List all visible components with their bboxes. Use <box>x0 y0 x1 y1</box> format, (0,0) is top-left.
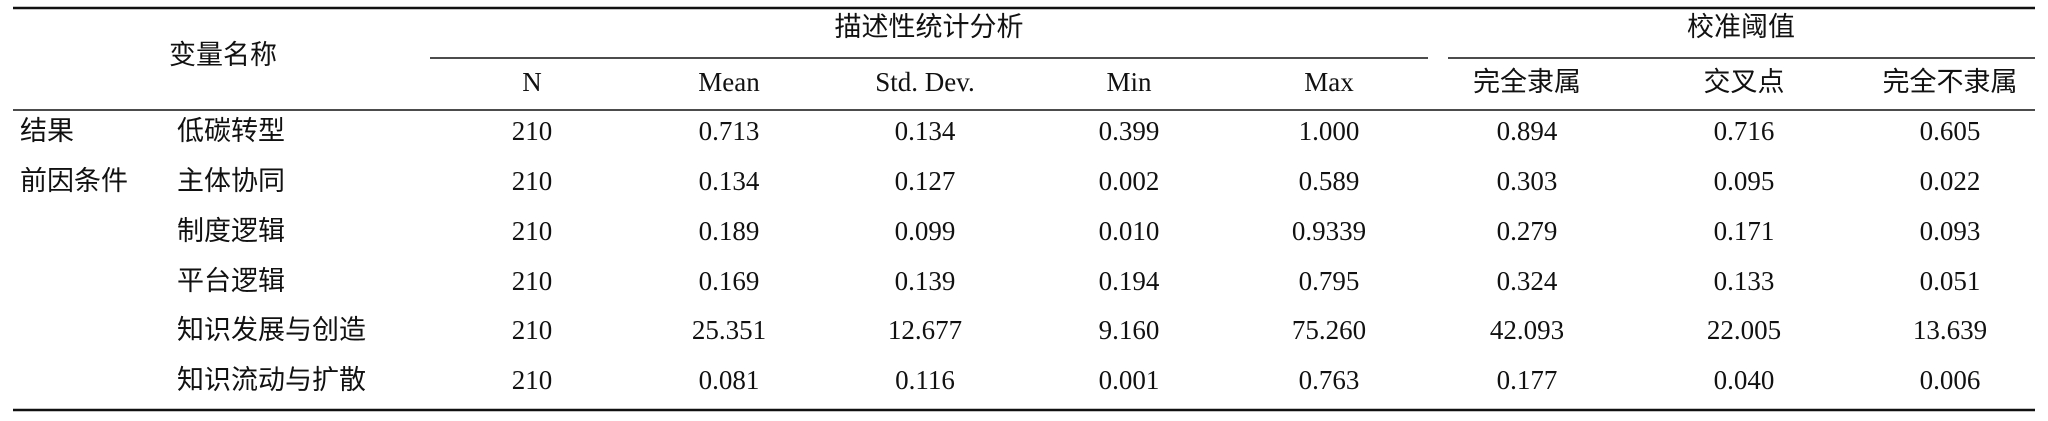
cell: 9.160 <box>1099 315 1160 345</box>
cell: 0.795 <box>1299 266 1360 296</box>
cell: 210 <box>512 365 553 395</box>
cell: 0.605 <box>1920 116 1981 146</box>
cell: 0.763 <box>1299 365 1360 395</box>
cell: 22.005 <box>1707 315 1781 345</box>
row-name: 制度逻辑 <box>177 216 285 246</box>
cell: 0.006 <box>1920 365 1981 395</box>
header-group: 描述性统计分析 <box>835 12 1024 42</box>
cell: 210 <box>512 166 553 196</box>
cell: 0.303 <box>1497 166 1558 196</box>
row-name: 平台逻辑 <box>177 266 285 296</box>
column-header: Min <box>1106 67 1152 97</box>
row-name: 知识发展与创造 <box>177 315 366 345</box>
cell: 0.171 <box>1714 216 1775 246</box>
cell: 0.279 <box>1497 216 1558 246</box>
cell: 25.351 <box>692 315 766 345</box>
row-group: 前因条件 <box>20 166 128 196</box>
cell: 0.001 <box>1099 365 1160 395</box>
row-name: 知识流动与扩散 <box>177 365 366 395</box>
cell: 0.189 <box>699 216 760 246</box>
column-header: Mean <box>698 67 760 97</box>
cell: 42.093 <box>1490 315 1564 345</box>
column-header: 完全隶属 <box>1473 67 1581 97</box>
column-header: Max <box>1304 67 1354 97</box>
row-name: 主体协同 <box>177 166 285 196</box>
cell: 0.134 <box>699 166 760 196</box>
column-header: Std. Dev. <box>875 67 975 97</box>
cell: 0.040 <box>1714 365 1775 395</box>
column-header: 交叉点 <box>1704 67 1785 97</box>
cell: 210 <box>512 216 553 246</box>
cell: 0.894 <box>1497 116 1558 146</box>
column-header: 完全不隶属 <box>1883 67 2018 97</box>
cell: 0.022 <box>1920 166 1981 196</box>
cell: 0.194 <box>1099 266 1160 296</box>
row-name: 低碳转型 <box>177 116 285 146</box>
cell: 0.589 <box>1299 166 1360 196</box>
header-group: 校准阈值 <box>1687 12 1795 42</box>
cell: 0.169 <box>699 266 760 296</box>
cell: 0.095 <box>1714 166 1775 196</box>
cell: 0.134 <box>895 116 956 146</box>
header-variable: 变量名称 <box>169 40 277 70</box>
row-group: 结果 <box>20 116 74 146</box>
cell: 0.099 <box>895 216 956 246</box>
cell: 0.127 <box>895 166 956 196</box>
cell: 0.399 <box>1099 116 1160 146</box>
cell: 0.9339 <box>1292 216 1366 246</box>
cell: 0.081 <box>699 365 760 395</box>
cell: 12.677 <box>888 315 962 345</box>
cell: 210 <box>512 266 553 296</box>
cell: 13.639 <box>1913 315 1987 345</box>
cell: 210 <box>512 315 553 345</box>
cell: 0.010 <box>1099 216 1160 246</box>
cell: 0.177 <box>1497 365 1558 395</box>
cell: 0.093 <box>1920 216 1981 246</box>
cell: 0.324 <box>1497 266 1558 296</box>
cell: 0.716 <box>1714 116 1775 146</box>
cell: 0.713 <box>699 116 760 146</box>
column-header: N <box>522 67 542 97</box>
cell: 0.139 <box>895 266 956 296</box>
cell: 0.133 <box>1714 266 1775 296</box>
cell: 0.002 <box>1099 166 1160 196</box>
cell: 0.051 <box>1920 266 1981 296</box>
cell: 210 <box>512 116 553 146</box>
cell: 0.116 <box>895 365 955 395</box>
cell: 1.000 <box>1299 116 1360 146</box>
cell: 75.260 <box>1292 315 1366 345</box>
